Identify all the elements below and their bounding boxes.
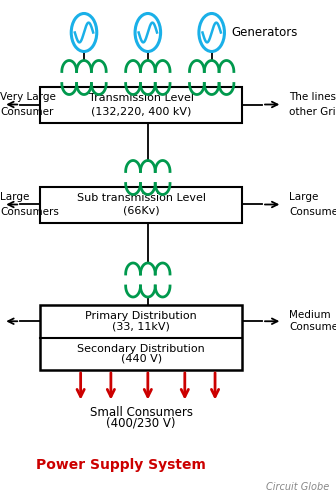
Text: Very Large: Very Large: [0, 92, 56, 102]
Text: Power Supply System: Power Supply System: [36, 458, 206, 472]
Text: (440 V): (440 V): [121, 354, 162, 364]
Text: Transmission Level: Transmission Level: [89, 93, 194, 103]
Text: Large: Large: [0, 192, 29, 202]
Text: Consumers: Consumers: [289, 207, 336, 217]
Text: (132,220, 400 kV): (132,220, 400 kV): [91, 106, 191, 116]
FancyBboxPatch shape: [40, 86, 242, 122]
FancyBboxPatch shape: [40, 305, 242, 370]
Text: Consumers: Consumers: [0, 207, 59, 217]
Text: Small Consumers: Small Consumers: [90, 406, 193, 419]
Text: (400/230 V): (400/230 V): [107, 416, 176, 429]
Text: Sub transmission Level: Sub transmission Level: [77, 193, 206, 203]
Text: (33, 11kV): (33, 11kV): [112, 321, 170, 331]
Text: Large: Large: [289, 192, 318, 202]
Text: The lines to: The lines to: [289, 92, 336, 102]
Text: Generators: Generators: [232, 26, 298, 39]
FancyBboxPatch shape: [40, 186, 242, 222]
Text: Consumer: Consumer: [0, 107, 53, 117]
Text: Secondary Distribution: Secondary Distribution: [77, 344, 205, 354]
Text: Medium: Medium: [289, 310, 331, 320]
Text: Circuit Globe: Circuit Globe: [266, 482, 329, 492]
Text: Primary Distribution: Primary Distribution: [85, 311, 197, 321]
Text: (66Kv): (66Kv): [123, 206, 160, 216]
Text: other Grids: other Grids: [289, 107, 336, 117]
Text: Consumer: Consumer: [289, 322, 336, 332]
